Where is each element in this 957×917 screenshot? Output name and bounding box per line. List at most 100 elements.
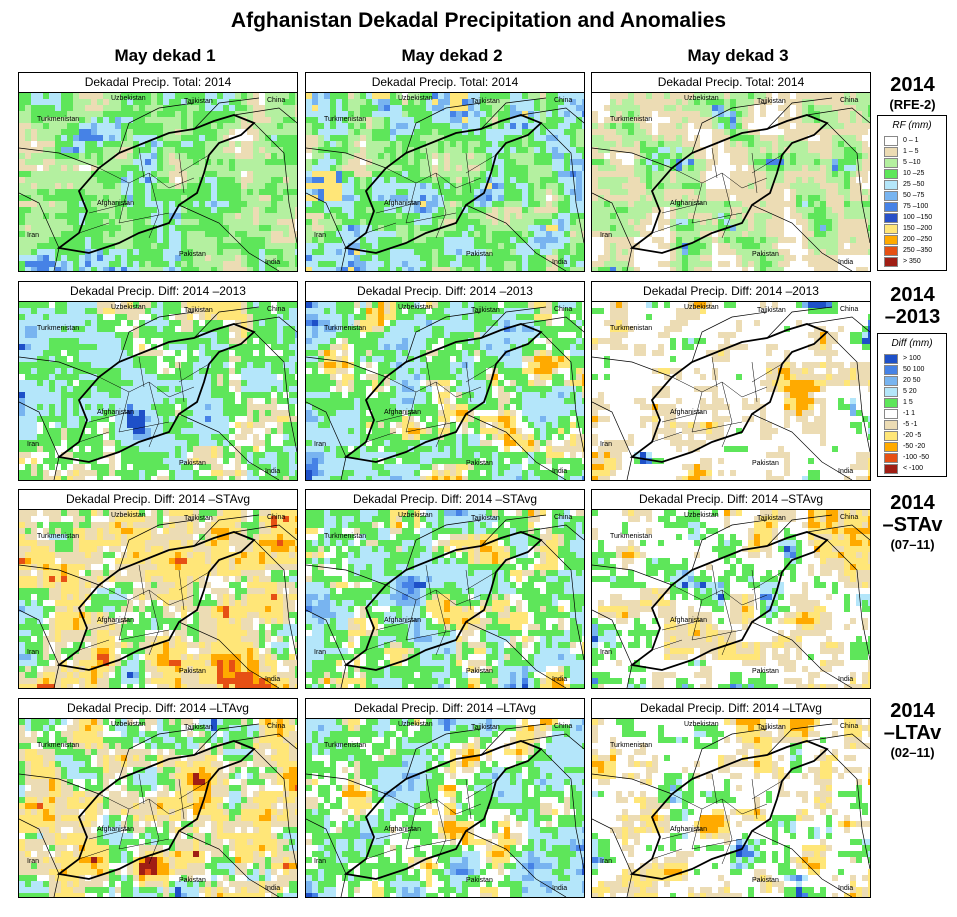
country-label-iran: Iran — [27, 858, 40, 865]
country-label-iran: Iran — [314, 858, 327, 865]
country-label-turkmenistan: Turkmenistan — [610, 742, 653, 749]
country-label-turkmenistan: Turkmenistan — [610, 533, 653, 540]
country-label-afghanistan: Afghanistan — [384, 409, 421, 416]
country-label-afghanistan: Afghanistan — [384, 826, 421, 833]
legend-item: 20 50 — [878, 375, 946, 386]
country-label-afghanistan: Afghanistan — [97, 409, 134, 416]
panel-title: Dekadal Precip. Diff: 2014 –STAvg — [306, 490, 584, 510]
map-panel-row2-col2: Dekadal Precip. Diff: 2014 –2013 Uzbekist… — [305, 281, 585, 481]
legend-swatch — [884, 212, 898, 223]
map-panel-row4-col1: Dekadal Precip. Diff: 2014 –LTAvg Uzbekis… — [18, 698, 298, 898]
country-label-turkmenistan: Turkmenistan — [324, 116, 367, 123]
legend-item: 1 – 5 — [878, 146, 946, 157]
map-panel-row1-col1: Dekadal Precip. Total: 2014 Uzbekistan Taj… — [18, 72, 298, 272]
country-label-china: China — [554, 723, 573, 730]
country-label-china: China — [267, 306, 286, 313]
legend-label: 1 5 — [903, 399, 913, 406]
country-label-tajikistan: Tajikistan — [757, 307, 786, 314]
legend-swatch — [884, 245, 898, 256]
legend-swatch — [884, 441, 898, 452]
legend-item: 50 100 — [878, 364, 946, 375]
country-label-turkmenistan: Turkmenistan — [610, 325, 653, 332]
precipitation-map — [19, 510, 297, 688]
legend-item: 100 –150 — [878, 212, 946, 223]
country-label-afghanistan: Afghanistan — [97, 826, 134, 833]
map-panel-row2-col3: Dekadal Precip. Diff: 2014 –2013 Uzbekist… — [591, 281, 871, 481]
country-label-afghanistan: Afghanistan — [97, 200, 134, 207]
legend-swatch — [884, 463, 898, 474]
country-label-turkmenistan: Turkmenistan — [37, 742, 80, 749]
country-label-pakistan: Pakistan — [466, 668, 493, 675]
country-label-india: India — [265, 259, 281, 266]
panel-title: Dekadal Precip. Total: 2014 — [306, 73, 584, 93]
country-label-tajikistan: Tajikistan — [471, 515, 500, 522]
country-label-uzbekistan: Uzbekistan — [684, 512, 719, 519]
legend-item: -1 1 — [878, 408, 946, 419]
country-label-india: India — [552, 259, 568, 266]
country-label-pakistan: Pakistan — [466, 251, 493, 258]
country-label-china: China — [840, 514, 859, 521]
legend-item: -100 -50 — [878, 452, 946, 463]
legend-item: < -100 — [878, 463, 946, 474]
legend-label: 0 – 1 — [903, 137, 919, 144]
country-label-iran: Iran — [314, 232, 327, 239]
legend-swatch — [884, 135, 898, 146]
legend-swatch — [884, 223, 898, 234]
map-panel-row3-col1: Dekadal Precip. Diff: 2014 –STAvg Uzbekis… — [18, 489, 298, 689]
legend-label: 25 –50 — [903, 181, 925, 188]
country-label-pakistan: Pakistan — [179, 251, 206, 258]
row-label-2014-minus-2013: 2014 –2013 — [868, 284, 957, 328]
country-label-iran: Iran — [600, 649, 613, 656]
country-label-iran: Iran — [600, 858, 613, 865]
legend-swatch — [884, 364, 898, 375]
row-label-main: 2014 –2013 — [884, 284, 941, 328]
legend-label: > 350 — [903, 258, 921, 265]
country-label-tajikistan: Tajikistan — [471, 98, 500, 105]
precipitation-map — [592, 510, 870, 688]
legend-item: 0 – 1 — [878, 135, 946, 146]
country-label-tajikistan: Tajikistan — [757, 724, 786, 731]
precipitation-map — [592, 719, 870, 897]
country-label-afghanistan: Afghanistan — [384, 617, 421, 624]
country-label-tajikistan: Tajikistan — [184, 307, 213, 314]
country-label-iran: Iran — [314, 649, 327, 656]
country-label-uzbekistan: Uzbekistan — [398, 95, 433, 102]
legend-swatch — [884, 375, 898, 386]
country-label-china: China — [267, 97, 286, 104]
map-panel-row1-col3: Dekadal Precip. Total: 2014 Uzbekistan Taj… — [591, 72, 871, 272]
country-label-india: India — [838, 468, 854, 475]
country-label-tajikistan: Tajikistan — [471, 724, 500, 731]
country-label-uzbekistan: Uzbekistan — [684, 304, 719, 311]
country-label-uzbekistan: Uzbekistan — [111, 721, 146, 728]
legend-item: 250 –350 — [878, 245, 946, 256]
row-label-sub: (07–11) — [890, 537, 935, 552]
panel-title: Dekadal Precip. Diff: 2014 –2013 — [19, 282, 297, 302]
row-label-2014-minus-stav: 2014 –STAv (07–11) — [868, 492, 957, 553]
legend-swatch — [884, 201, 898, 212]
country-label-pakistan: Pakistan — [752, 460, 779, 467]
legend-item: 150 –200 — [878, 223, 946, 234]
column-heading-dekad-3: May dekad 3 — [687, 46, 789, 65]
legend-item: 25 –50 — [878, 179, 946, 190]
country-label-china: China — [267, 723, 286, 730]
row-label-main: 2014 — [890, 74, 935, 96]
country-label-iran: Iran — [314, 441, 327, 448]
country-label-pakistan: Pakistan — [752, 668, 779, 675]
country-label-pakistan: Pakistan — [179, 460, 206, 467]
country-label-tajikistan: Tajikistan — [184, 98, 213, 105]
legend-label: > 100 — [903, 355, 921, 362]
country-label-uzbekistan: Uzbekistan — [398, 721, 433, 728]
country-label-turkmenistan: Turkmenistan — [610, 116, 653, 123]
country-label-afghanistan: Afghanistan — [670, 826, 707, 833]
legend-label: 1 – 5 — [903, 148, 919, 155]
map-panel-row1-col2: Dekadal Precip. Total: 2014 Uzbekistan Taj… — [305, 72, 585, 272]
legend-label: -100 -50 — [903, 454, 930, 461]
panel-title: Dekadal Precip. Diff: 2014 –2013 — [592, 282, 870, 302]
country-label-iran: Iran — [600, 441, 613, 448]
country-label-china: China — [840, 306, 859, 313]
country-label-india: India — [552, 676, 568, 683]
precipitation-map — [306, 302, 584, 480]
legend-swatch — [884, 146, 898, 157]
map-panel-row2-col1: Dekadal Precip. Diff: 2014 –2013 Uzbekist… — [18, 281, 298, 481]
legend-swatch — [884, 397, 898, 408]
